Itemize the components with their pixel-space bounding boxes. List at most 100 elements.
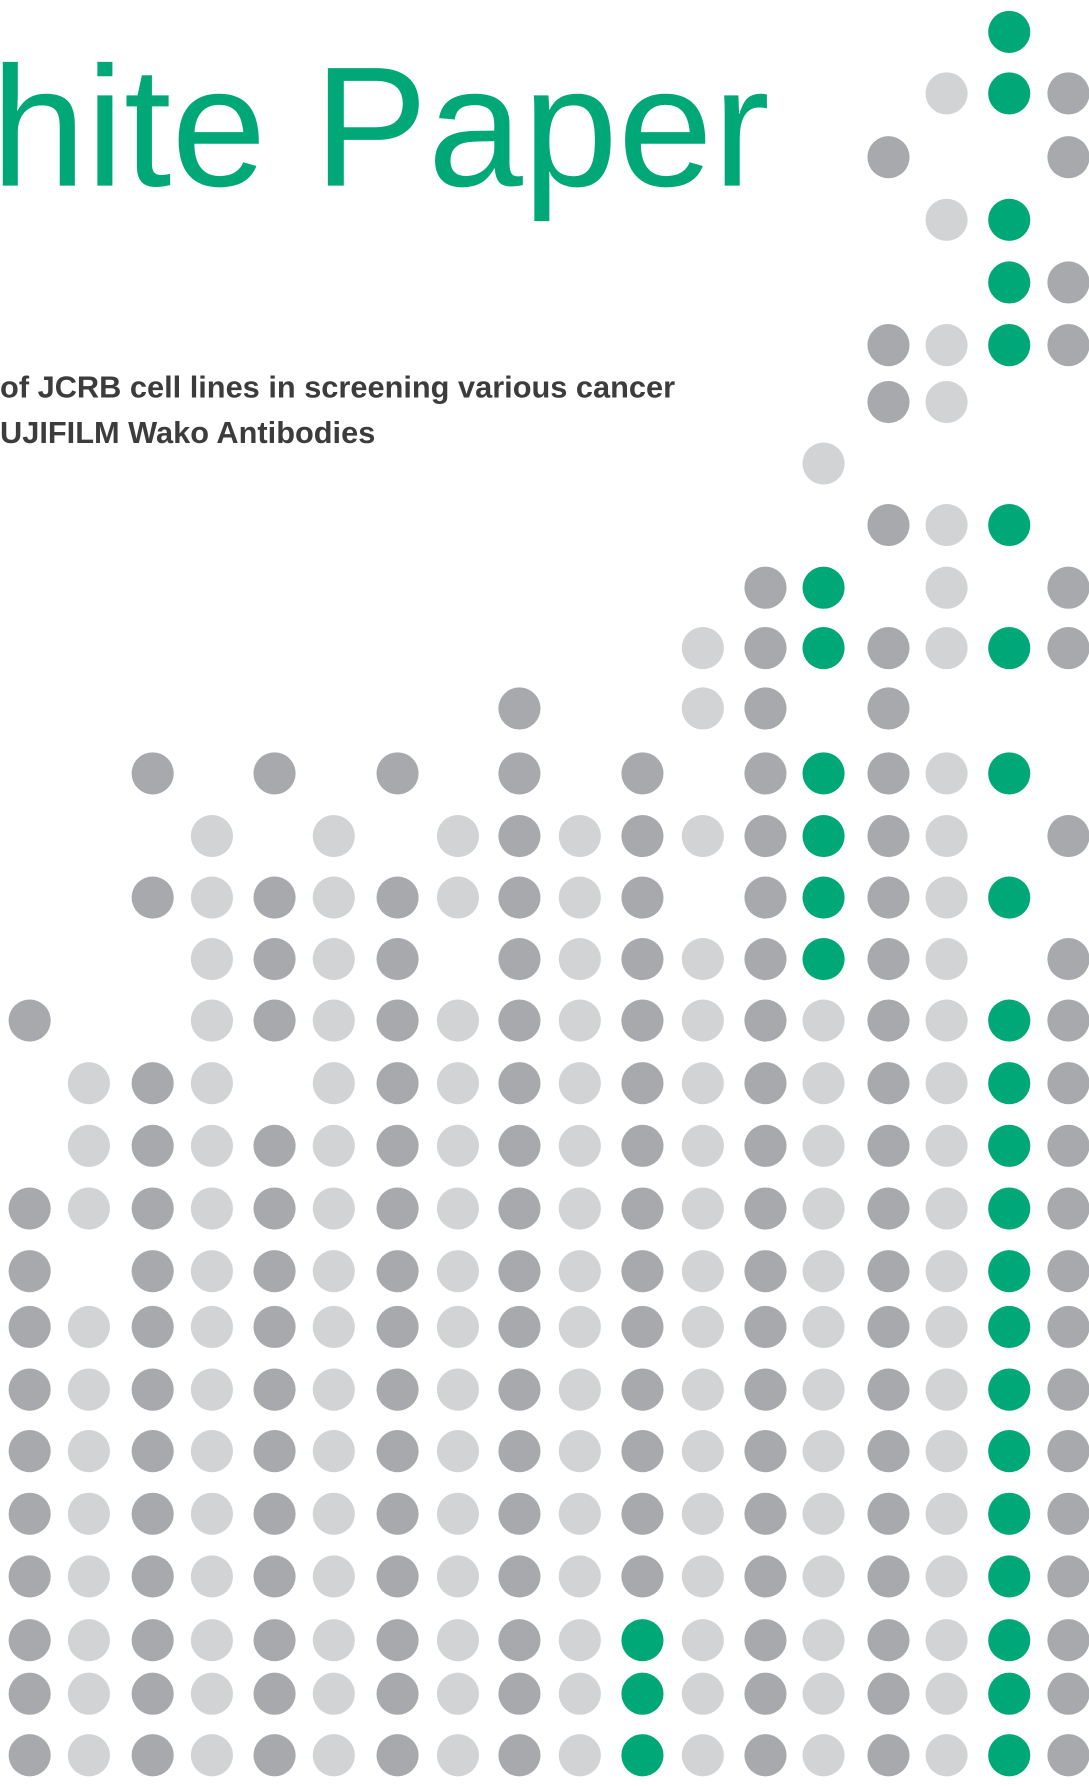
dot: [744, 627, 787, 670]
dot: [681, 1187, 724, 1230]
dot: [925, 1187, 968, 1230]
dot: [253, 1672, 296, 1715]
dot: [621, 1555, 664, 1598]
dot: [621, 1305, 664, 1349]
dot: [376, 1124, 419, 1167]
dot: [925, 1124, 968, 1167]
dot: [312, 1124, 355, 1167]
dot: [376, 1250, 419, 1293]
dot: [67, 1062, 110, 1105]
dot: [621, 1619, 664, 1662]
dot: [498, 1062, 541, 1105]
dot: [131, 752, 174, 795]
dot: [131, 1062, 174, 1105]
dot: [498, 1619, 541, 1662]
dot: [498, 1734, 541, 1777]
dot: [253, 937, 296, 981]
dot: [436, 876, 480, 919]
dot: [988, 1672, 1031, 1715]
dot: [681, 627, 724, 670]
dot: [436, 1492, 480, 1535]
dot: [190, 999, 233, 1042]
dot: [1047, 1619, 1089, 1662]
dot: [67, 1492, 110, 1535]
dot: [190, 1305, 233, 1349]
dot: [988, 627, 1031, 670]
dot: [1047, 999, 1089, 1042]
dot: [744, 814, 787, 858]
dot: [988, 1734, 1031, 1777]
dot: [436, 1734, 480, 1777]
dot: [621, 1492, 664, 1535]
dot: [1047, 1062, 1089, 1105]
dot: [436, 999, 480, 1042]
dot: [925, 1062, 968, 1105]
dot: [744, 876, 787, 919]
dot: [312, 1734, 355, 1777]
dot: [867, 1187, 910, 1230]
dot: [1047, 1368, 1089, 1411]
dot: [558, 814, 601, 858]
dot: [190, 1492, 233, 1535]
dot: [681, 937, 724, 981]
dot: [436, 1430, 480, 1473]
dot: [376, 1305, 419, 1349]
dot: [498, 1492, 541, 1535]
dot: [867, 1555, 910, 1598]
dot: [867, 1734, 910, 1777]
dot: [558, 1187, 601, 1230]
dot: [925, 1619, 968, 1662]
dot: [988, 324, 1031, 367]
dot: [621, 1672, 664, 1715]
dot: [744, 1124, 787, 1167]
dot: [681, 1734, 724, 1777]
subtitle-line: of JCRB cell lines in screening various …: [0, 370, 675, 405]
dot: [867, 381, 910, 424]
dot: [558, 1734, 601, 1777]
dot: [312, 1672, 355, 1715]
dot: [190, 937, 233, 981]
dot: [131, 1124, 174, 1167]
title: hite Paper: [0, 32, 770, 223]
dot: [988, 1492, 1031, 1535]
dot: [67, 1368, 110, 1411]
dot: [498, 1555, 541, 1598]
dot: [867, 814, 910, 858]
dot: [925, 814, 968, 858]
dot: [988, 72, 1031, 115]
dot: [867, 324, 910, 367]
dot: [988, 752, 1031, 795]
dot: [558, 1555, 601, 1598]
dot: [376, 752, 419, 795]
dot: [8, 1619, 51, 1662]
dot: [8, 1187, 51, 1230]
dot: [131, 1187, 174, 1230]
dot: [131, 1619, 174, 1662]
dot: [312, 1305, 355, 1349]
dot: [681, 1305, 724, 1349]
dot: [621, 999, 664, 1042]
dot: [802, 1555, 845, 1598]
dot: [925, 627, 968, 670]
dot: [498, 1124, 541, 1167]
dot: [131, 1555, 174, 1598]
dot: [925, 504, 968, 547]
dot: [744, 1187, 787, 1230]
dot: [312, 1492, 355, 1535]
dot: [1047, 324, 1089, 367]
dot: [558, 1430, 601, 1473]
dot: [621, 937, 664, 981]
dot: [376, 1062, 419, 1105]
dot: [621, 1734, 664, 1777]
dot: [681, 1124, 724, 1167]
dot: [558, 1619, 601, 1662]
dot: [802, 1124, 845, 1167]
dot: [498, 1368, 541, 1411]
dot: [744, 566, 787, 609]
dot: [802, 442, 845, 485]
dot: [436, 1187, 480, 1230]
dot: [558, 1492, 601, 1535]
dot: [621, 1124, 664, 1167]
dot: [131, 1672, 174, 1715]
dot: [681, 1368, 724, 1411]
